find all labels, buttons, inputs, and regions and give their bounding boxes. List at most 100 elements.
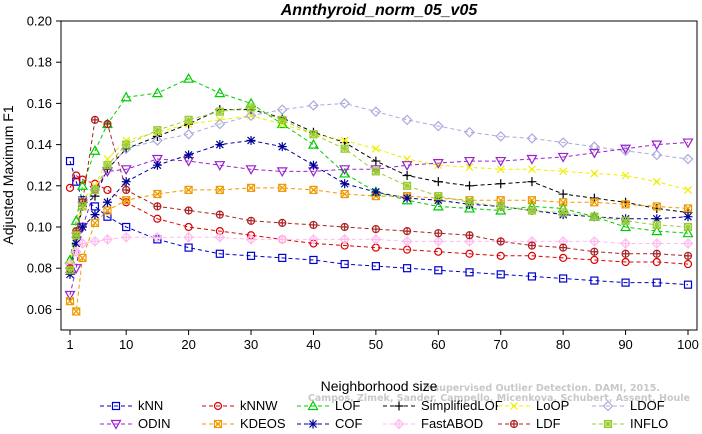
- marker: [278, 183, 287, 192]
- marker: [183, 231, 194, 243]
- marker: [276, 167, 288, 178]
- y-tick-label: 0.18: [27, 55, 52, 70]
- marker: [465, 231, 474, 240]
- legend-item-kdeos: KDEOS: [202, 416, 286, 431]
- marker: [558, 189, 568, 199]
- marker: [557, 152, 569, 163]
- marker: [76, 180, 89, 190]
- marker: [309, 220, 318, 230]
- legend-item-ldf: LDF: [498, 416, 561, 431]
- marker: [682, 238, 694, 249]
- marker: [215, 210, 224, 219]
- y-axis-label: Adjusted Maximum F1: [0, 105, 16, 244]
- marker: [434, 247, 443, 256]
- marker: [65, 269, 75, 279]
- marker: [153, 202, 162, 211]
- marker: [370, 234, 382, 245]
- marker: [527, 177, 537, 187]
- marker: [307, 400, 319, 411]
- marker: [621, 257, 630, 267]
- marker: [110, 419, 122, 430]
- marker: [77, 222, 87, 232]
- marker: [526, 133, 538, 144]
- marker: [590, 255, 599, 265]
- marker: [340, 179, 350, 189]
- marker: [103, 206, 112, 215]
- marker: [465, 163, 474, 172]
- marker: [402, 193, 412, 203]
- series-line-ldof: [69, 102, 689, 269]
- marker: [90, 115, 100, 124]
- marker: [433, 195, 443, 205]
- marker: [71, 238, 81, 248]
- marker: [277, 142, 287, 152]
- marker: [184, 115, 193, 124]
- marker: [103, 185, 112, 195]
- marker: [339, 167, 351, 178]
- marker: [78, 202, 87, 211]
- marker: [590, 198, 599, 207]
- marker: [682, 153, 694, 165]
- marker: [402, 181, 412, 190]
- marker: [153, 126, 162, 135]
- marker: [589, 193, 599, 203]
- x-tick-label: 30: [244, 337, 258, 352]
- marker: [590, 276, 599, 285]
- marker: [527, 196, 537, 205]
- watermark-line-authors: Campos, Zimek, Sander, Campello, Micenko…: [308, 393, 690, 404]
- marker: [496, 237, 505, 246]
- marker: [152, 231, 163, 243]
- marker: [402, 227, 412, 236]
- marker: [340, 189, 349, 199]
- legend-label: KDEOS: [240, 416, 286, 431]
- marker: [602, 400, 614, 412]
- marker: [122, 222, 131, 232]
- axes: 1 10 20 30 40 50 60 70 80 90 100 0.06 0.08 0.10 0.12 0.…: [27, 14, 699, 353]
- series-line-knn: [69, 160, 689, 286]
- marker: [77, 238, 88, 249]
- marker: [559, 243, 568, 252]
- marker: [684, 185, 692, 194]
- marker: [65, 183, 75, 192]
- marker: [588, 148, 600, 159]
- marker: [278, 218, 287, 227]
- x-tick-label: 80: [556, 337, 570, 352]
- x-tick-label: 10: [119, 337, 133, 352]
- marker: [465, 181, 475, 191]
- marker: [496, 251, 505, 260]
- marker: [103, 212, 112, 221]
- marker: [151, 87, 163, 98]
- marker: [246, 251, 256, 260]
- marker: [433, 177, 443, 187]
- marker: [103, 161, 112, 170]
- marker: [340, 136, 349, 145]
- marker: [651, 140, 663, 151]
- marker: [122, 196, 131, 205]
- series-points-cof: [65, 135, 693, 279]
- marker: [465, 198, 474, 207]
- marker: [214, 87, 226, 98]
- legend-item-ldof: LDOF: [592, 398, 665, 413]
- series-points-loop: [66, 111, 692, 269]
- x-tick-label: 1: [66, 337, 73, 352]
- marker: [371, 156, 381, 166]
- marker: [652, 257, 661, 267]
- x-tick-label: 20: [181, 337, 195, 352]
- x-tick-label: 100: [677, 337, 699, 352]
- y-tick-label: 0.16: [27, 96, 52, 111]
- marker: [102, 234, 113, 245]
- x-tick-label: 70: [493, 337, 507, 352]
- legend-item-loop: LoOP: [498, 398, 569, 413]
- chart-title: Annthyroid_norm_05_v05: [280, 2, 479, 19]
- marker: [496, 179, 506, 189]
- legend-label: FastABOD: [421, 416, 483, 431]
- marker: [64, 290, 76, 301]
- marker: [510, 402, 518, 410]
- marker: [509, 419, 519, 429]
- marker: [340, 144, 349, 153]
- marker: [651, 225, 663, 236]
- marker: [245, 165, 257, 176]
- marker: [152, 135, 163, 146]
- marker: [620, 238, 631, 249]
